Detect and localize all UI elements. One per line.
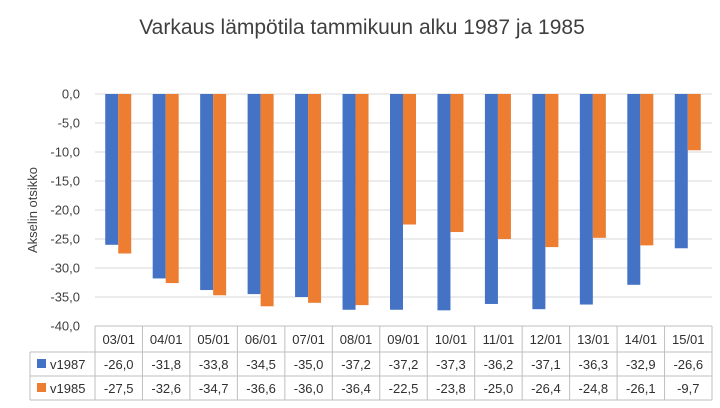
data-label: -37,3 (436, 357, 466, 372)
data-label: -34,5 (246, 357, 276, 372)
x-tick-label: 11/01 (483, 332, 515, 347)
y-tick-label: -10,0 (50, 145, 80, 160)
y-axis-label: Akselin otsikko (25, 167, 40, 253)
y-tick-label: -40,0 (50, 319, 80, 334)
data-label: -36,2 (484, 357, 514, 372)
data-label: -34,7 (199, 381, 229, 396)
bars (105, 94, 701, 311)
x-tick-label: 06/01 (245, 332, 278, 347)
bar-v1987-10/01 (437, 94, 451, 311)
y-tick-label: -5,0 (58, 116, 80, 131)
x-tick-label: 07/01 (292, 332, 325, 347)
bar-v1987-09/01 (390, 94, 403, 310)
y-tick-label: -15,0 (50, 174, 80, 189)
data-label: -9,7 (677, 381, 699, 396)
bar-v1985-09/01 (403, 94, 416, 225)
bar-v1985-15/01 (687, 94, 701, 151)
data-label: -31,8 (151, 357, 181, 372)
data-table: 03/01 04/01 05/01 06/01 07/01 08/01 09/01 10/01… (29, 325, 713, 401)
bar-v1987-12/01 (532, 94, 546, 310)
bar-v1985-11/01 (497, 94, 511, 239)
data-label: -37,2 (389, 357, 419, 372)
legend-swatch-v1987 (37, 359, 46, 368)
data-label: -25,0 (484, 381, 514, 396)
data-label: -26,4 (531, 381, 561, 396)
bar-v1987-11/01 (484, 94, 498, 304)
y-tick-labels: 0,0 -5,0 -10,0 -15,0 -20,0 -25,0 -30,0 -35,0 -40… (50, 87, 80, 334)
legend-label-v1987: v1987 (50, 357, 85, 372)
bar-v1987-15/01 (674, 94, 688, 249)
x-tick-label: 08/01 (340, 332, 373, 347)
data-label: -36,3 (579, 357, 609, 372)
bar-v1987-08/01 (342, 94, 356, 310)
y-tick-label: -35,0 (50, 290, 80, 305)
bar-v1985-07/01 (308, 94, 322, 303)
x-tick-label: 05/01 (197, 332, 230, 347)
x-tick-label: 03/01 (102, 332, 135, 347)
x-tick-label: 12/01 (530, 332, 563, 347)
bar-v1987-05/01 (200, 94, 214, 291)
bar-v1985-14/01 (640, 94, 654, 246)
bar-v1985-12/01 (545, 94, 559, 248)
bar-v1985-04/01 (165, 94, 179, 284)
data-label: -26,1 (626, 381, 656, 396)
bar-v1987-14/01 (627, 94, 641, 285)
bar-v1985-10/01 (450, 94, 464, 233)
bar-v1987-04/01 (152, 94, 166, 279)
bar-v1985-06/01 (260, 94, 274, 307)
data-label: -35,0 (294, 357, 324, 372)
data-label: -33,8 (199, 357, 229, 372)
data-label: -26,0 (104, 357, 134, 372)
data-label: -22,5 (389, 381, 419, 396)
y-tick-label: 0,0 (62, 87, 80, 102)
bar-v1987-07/01 (295, 94, 309, 297)
data-label: -36,4 (341, 381, 371, 396)
data-label: -37,1 (531, 357, 561, 372)
data-label: -23,8 (436, 381, 466, 396)
data-label: -37,2 (341, 357, 371, 372)
data-label: -36,0 (294, 381, 324, 396)
bar-v1985-03/01 (118, 94, 132, 254)
legend-swatch-v1985 (37, 383, 46, 392)
x-tick-label: 04/01 (150, 332, 183, 347)
x-tick-label: 13/01 (577, 332, 610, 347)
legend-label-v1985: v1985 (50, 381, 85, 396)
data-label: -32,6 (151, 381, 181, 396)
data-label: -26,6 (673, 357, 703, 372)
y-tick-label: -25,0 (50, 232, 80, 247)
bar-v1985-13/01 (592, 94, 606, 238)
chart-title: Varkaus lämpötila tammikuun alku 1987 ja… (139, 16, 585, 39)
bar-v1987-13/01 (579, 94, 593, 305)
x-tick-label: 10/01 (435, 332, 468, 347)
x-tick-label: 14/01 (625, 332, 658, 347)
data-label: -32,9 (626, 357, 656, 372)
data-label: -24,8 (579, 381, 609, 396)
data-label: -27,5 (104, 381, 134, 396)
x-tick-label: 15/01 (672, 332, 705, 347)
bar-v1985-05/01 (213, 94, 227, 296)
y-tick-label: -30,0 (50, 261, 80, 276)
bar-v1985-08/01 (355, 94, 369, 306)
x-tick-label: 09/01 (387, 332, 420, 347)
y-tick-label: -20,0 (50, 203, 80, 218)
bar-v1987-06/01 (247, 94, 261, 295)
data-label: -36,6 (246, 381, 276, 396)
bar-v1987-03/01 (105, 94, 119, 245)
